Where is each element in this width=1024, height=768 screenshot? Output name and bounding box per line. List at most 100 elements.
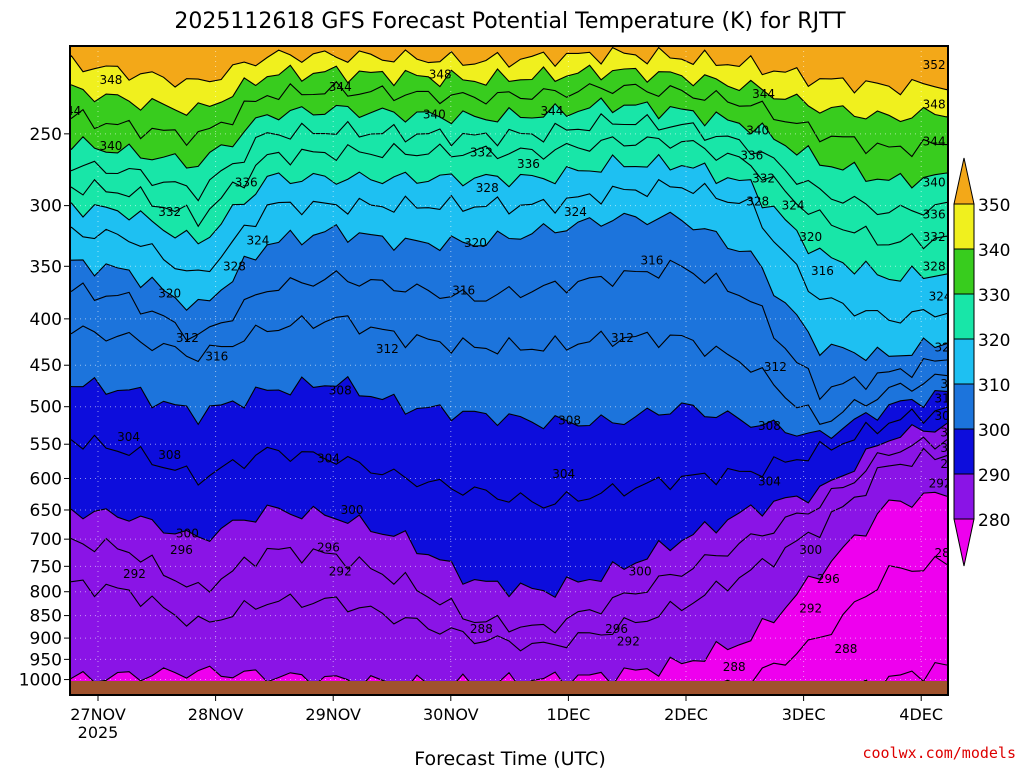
- colorbar-label: 320: [978, 331, 1010, 351]
- contour-label: 300: [176, 526, 199, 540]
- y-tick-label: 900: [30, 629, 62, 649]
- isentrope-line-344: [70, 80, 948, 158]
- colorbar-bin: [953, 203, 975, 250]
- contour-label: 304: [317, 451, 340, 465]
- isentrope-line-332: [70, 136, 948, 250]
- y-tick-label: 350: [30, 257, 62, 277]
- colorbar-top-arrow: [953, 157, 975, 205]
- isentrope-line-304: [70, 406, 948, 509]
- contour-label: 312: [376, 342, 399, 356]
- y-tick-label: 550: [30, 435, 62, 455]
- x-tick-label: 3DEC: [782, 705, 826, 724]
- isentrope-fill-292: [70, 448, 948, 695]
- contour-label: 324: [564, 205, 587, 219]
- contour-label: 304: [940, 426, 963, 440]
- isentrope-line-336: [70, 112, 948, 216]
- isentrope-line-288: [70, 491, 948, 691]
- contour-label: 336: [740, 148, 763, 162]
- contour-label: 332: [923, 230, 946, 244]
- isentrope-line-316: [70, 259, 948, 401]
- contour-label: 324: [782, 199, 805, 213]
- isentrope-line-284: [254, 555, 948, 695]
- contour-label: 340: [746, 124, 769, 138]
- x-tick-label: 4DEC: [899, 705, 943, 724]
- contour-label: 308: [558, 414, 581, 428]
- contour-label: 316: [205, 349, 228, 363]
- colorbar-label: 280: [978, 511, 1010, 531]
- contour-label: 308: [934, 409, 957, 423]
- x-tick-label: 29NOV: [305, 705, 361, 724]
- contour-label: 308: [329, 384, 352, 398]
- x-axis-title: Forecast Time (UTC): [414, 748, 605, 768]
- contour-label: 296: [317, 541, 340, 555]
- colorbar-label: 330: [978, 286, 1010, 306]
- contour-label: 352: [923, 58, 946, 72]
- contour-label: 312: [764, 360, 787, 374]
- contour-label: 344: [923, 135, 946, 149]
- contour-label: 292: [329, 565, 352, 579]
- x-tick-label: 2DEC: [664, 705, 708, 724]
- colorbar-bin: [953, 473, 975, 520]
- contour-label: 316: [940, 377, 963, 391]
- isentrope-line-352: [70, 46, 948, 96]
- y-tick-label: 400: [30, 310, 62, 330]
- colorbar-bin: [953, 383, 975, 430]
- contour-label: 328: [223, 259, 246, 273]
- isentrope-line-340: [70, 97, 948, 189]
- y-tick-label: 250: [30, 125, 62, 145]
- isentrope-line-300: [70, 422, 948, 599]
- contour-label: 328: [476, 181, 499, 195]
- colorbar-label: 350: [978, 196, 1010, 216]
- contour-label: 328: [746, 195, 769, 209]
- isentrope-line-348: [70, 64, 948, 123]
- contour-label: 292: [123, 567, 146, 581]
- contour-label: 348: [99, 73, 122, 87]
- colorbar-label: 310: [978, 376, 1010, 396]
- contour-label: 336: [235, 176, 258, 190]
- plot-frame: [69, 45, 949, 696]
- isentrope-line-312: [70, 315, 948, 425]
- contour-label: 304: [552, 467, 575, 481]
- isentrope-line-328: [70, 153, 948, 282]
- colorbar-label: 340: [978, 241, 1010, 261]
- contour-label: 320: [464, 236, 487, 250]
- contour-label: 348: [923, 97, 946, 111]
- credit-text: coolwx.com/models: [862, 744, 1016, 762]
- chart-title: 2025112618 GFS Forecast Potential Temper…: [174, 9, 846, 34]
- contour-label: 300: [940, 441, 963, 455]
- contour-label: 348: [429, 67, 452, 81]
- contour-labels: 348 344 340 336 332 328 324 320 312 316 308 304 308 3…: [58, 58, 963, 674]
- y-axis: 2503003504004505005506006507007508008509…: [19, 125, 70, 691]
- contour-label: 296: [817, 572, 840, 586]
- contour-label: 300: [799, 543, 822, 557]
- ground-band: [70, 681, 948, 695]
- contour-label: 344: [58, 104, 81, 118]
- colorbar-bin: [953, 293, 975, 340]
- isentrope-line-320: [70, 211, 948, 362]
- contour-label: 312: [611, 331, 634, 345]
- isentrope-line-296: [70, 436, 948, 634]
- contour-label: 288: [470, 622, 493, 636]
- contour-label: 328: [923, 259, 946, 273]
- year-label: 2025: [78, 723, 119, 742]
- contour-label: 344: [752, 87, 775, 101]
- isentrope-lines: [70, 46, 948, 695]
- colorbar-label: 300: [978, 421, 1010, 441]
- grid-lines: [70, 46, 948, 695]
- contour-label: 332: [158, 205, 181, 219]
- contour-label: 340: [423, 107, 446, 121]
- y-tick-label: 450: [30, 356, 62, 376]
- contour-label: 336: [517, 157, 540, 171]
- contour-label: 308: [758, 419, 781, 433]
- x-tick-label: 30NOV: [423, 705, 479, 724]
- contour-label: 292: [617, 635, 640, 649]
- contour-label: 320: [799, 230, 822, 244]
- contour-label: 316: [811, 264, 834, 278]
- x-tick-label: 1DEC: [547, 705, 591, 724]
- contour-label: 296: [605, 622, 628, 636]
- contour-label: 340: [99, 139, 122, 153]
- colorbar-bin: [953, 338, 975, 385]
- contour-label: 316: [452, 283, 475, 297]
- contour-label: 332: [470, 145, 493, 159]
